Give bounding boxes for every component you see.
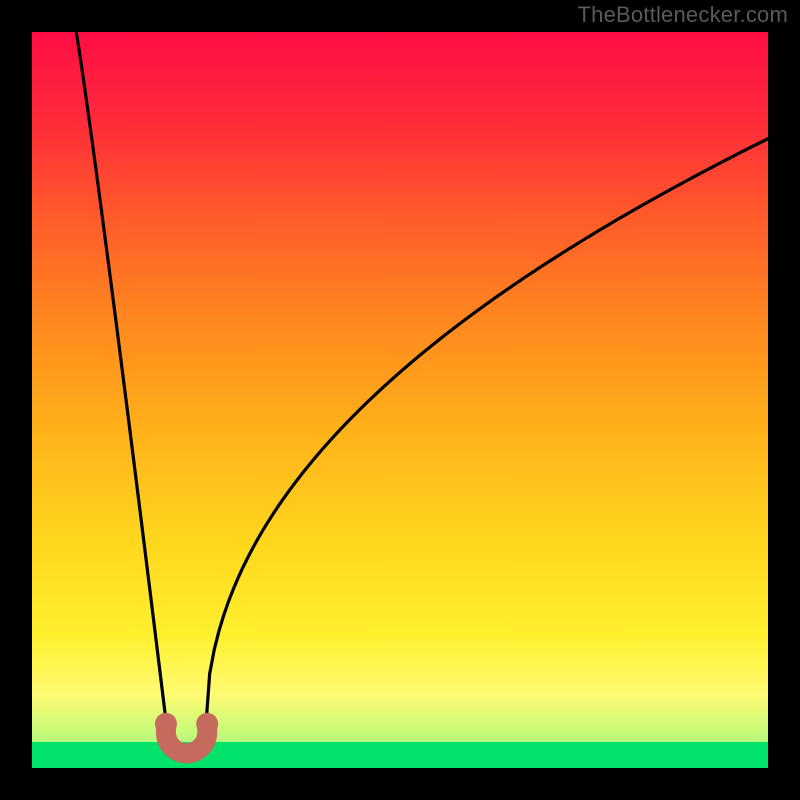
plot-area [32, 32, 768, 768]
plot-svg [32, 32, 768, 768]
watermark-label: TheBottlenecker.com [578, 0, 788, 30]
gradient-background [32, 32, 768, 768]
bottom-green-band [32, 742, 768, 768]
